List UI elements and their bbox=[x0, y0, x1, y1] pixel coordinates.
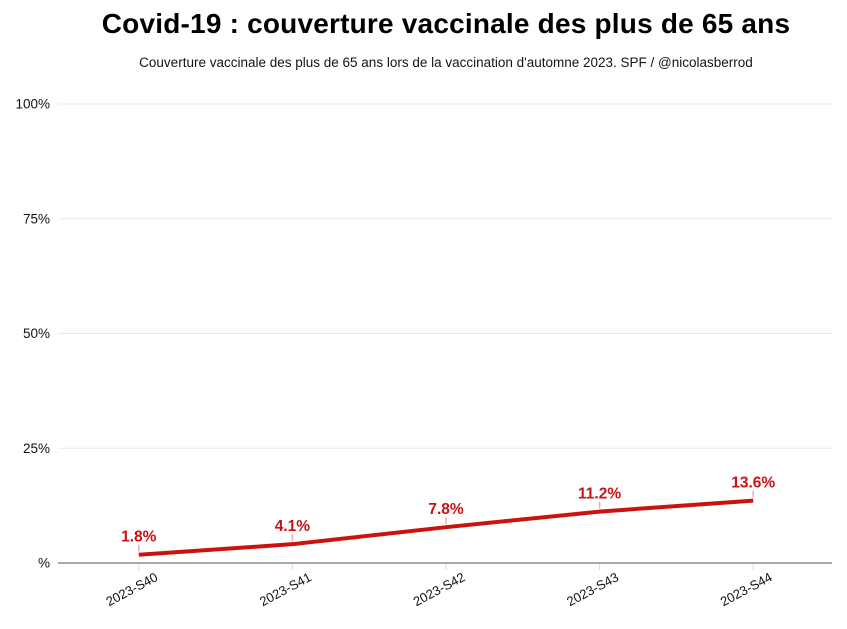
x-axis-tick-label: 2023-S41 bbox=[257, 569, 314, 609]
x-axis-tick-label: 2023-S40 bbox=[103, 569, 160, 609]
chart-header: Covid-19 : couverture vaccinale des plus… bbox=[45, 0, 847, 71]
y-axis-tick-label: 100% bbox=[15, 97, 50, 112]
data-point-label: 4.1% bbox=[275, 518, 311, 535]
chart-subtitle: Couverture vaccinale des plus de 65 ans … bbox=[139, 55, 753, 70]
data-point-label: 13.6% bbox=[731, 475, 775, 492]
chart-title: Covid-19 : couverture vaccinale des plus… bbox=[101, 8, 791, 39]
y-axis-tick-label: 50% bbox=[23, 326, 50, 341]
data-point-label: 7.8% bbox=[428, 501, 464, 518]
x-axis-tick-label: 2023-S44 bbox=[718, 569, 775, 609]
x-axis-tick-label: 2023-S42 bbox=[411, 569, 468, 609]
y-axis-tick-label: % bbox=[38, 556, 50, 571]
series-line bbox=[138, 498, 754, 557]
x-axis-tick-label: 2023-S43 bbox=[564, 569, 621, 609]
y-axis-tick-label: 75% bbox=[23, 211, 50, 226]
data-point-label: 1.8% bbox=[121, 529, 157, 546]
y-axis-tick-label: 25% bbox=[23, 441, 50, 456]
data-point-label: 11.2% bbox=[578, 486, 621, 503]
